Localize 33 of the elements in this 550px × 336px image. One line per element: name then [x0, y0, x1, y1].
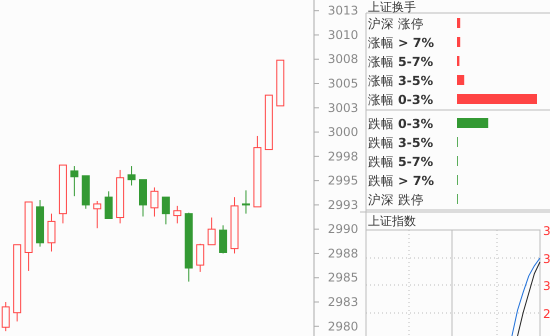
y-tick-label: 3008 — [328, 52, 358, 66]
y-tick-label: 涨幅 3-5% — [368, 73, 434, 88]
bar — [457, 18, 460, 28]
chart-title: 上证换手 — [368, 0, 416, 14]
y-tick-label: 沪深 涨停 — [368, 16, 424, 31]
bar — [457, 75, 464, 85]
y-tick-label: 涨幅 5-7% — [368, 54, 434, 69]
y-tick-label: 跌幅 3-5% — [368, 135, 434, 150]
y-tick-label: 3000 — [328, 125, 358, 140]
y-tick-label: 3010 — [328, 28, 358, 42]
y-tick-label: 3013 — [328, 4, 358, 18]
text: 3 — [543, 279, 550, 293]
y-tick-label: 跌幅 0-3% — [368, 116, 434, 131]
y-tick-label: 2980 — [328, 319, 358, 334]
text: 2 — [543, 307, 550, 321]
y-tick-label: 涨幅 > 7% — [368, 35, 435, 50]
y-tick-label: 2990 — [328, 222, 358, 236]
y-tick-label: 2983 — [328, 295, 358, 310]
y-tick-label: 2995 — [328, 174, 358, 188]
y-tick-label: 涨幅 0-3% — [368, 92, 434, 107]
y-tick-label: 沪深 跌停 — [368, 192, 424, 207]
y-tick-label: 2985 — [328, 270, 358, 285]
chart-title: 上证指数 — [368, 214, 416, 228]
y-tick-label: 2993 — [328, 198, 358, 212]
y-tick-label: 3003 — [328, 100, 358, 115]
y-tick-label: 2998 — [328, 149, 358, 164]
y-tick-label: 跌幅 5-7% — [368, 154, 434, 169]
text: 3 — [543, 224, 550, 238]
y-tick-label: 跌幅 > 7% — [368, 173, 435, 188]
y-tick-label: 3005 — [328, 76, 358, 91]
y-tick-label: 2988 — [328, 246, 358, 260]
bar — [457, 37, 460, 47]
text: 3 — [543, 252, 550, 266]
